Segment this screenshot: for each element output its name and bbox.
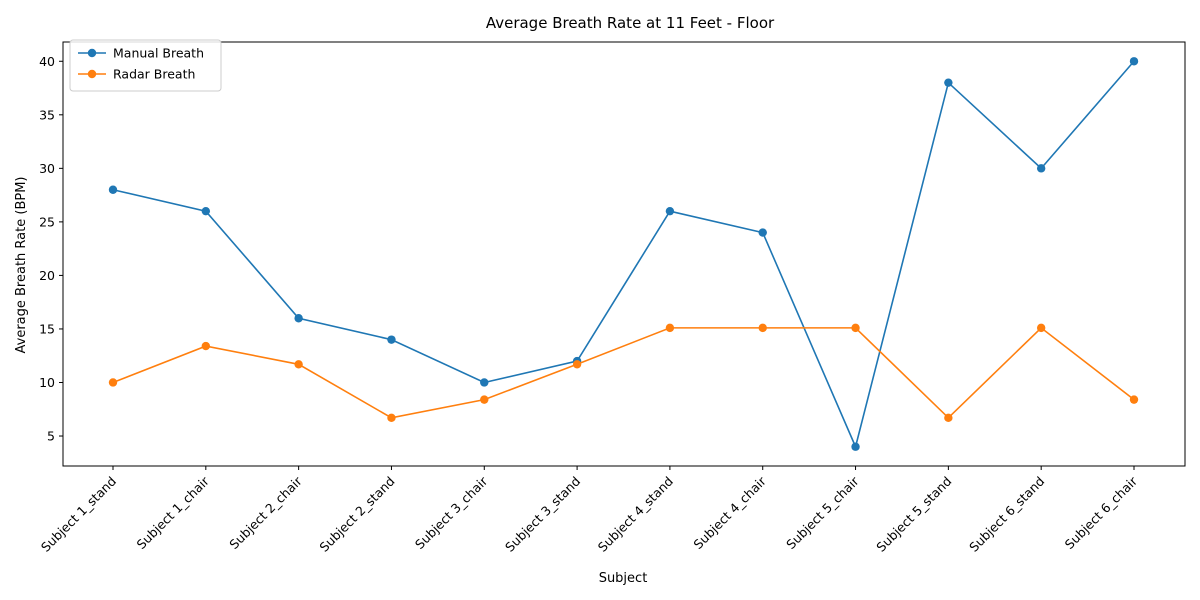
data-point (1129, 57, 1139, 66)
data-point (758, 323, 767, 333)
data-point (387, 335, 396, 344)
x-tick-label: Subject 2_stand (316, 474, 397, 555)
legend-entry: Radar Breath (113, 67, 195, 82)
x-tick-label: Subject 5_chair (783, 473, 862, 552)
y-axis-label: Average Breath Rate (BPM) (14, 177, 29, 354)
data-point (944, 413, 953, 423)
legend-entry: Manual Breath (113, 46, 204, 61)
series-2 (108, 323, 1139, 423)
x-tick-label: Subject 1_stand (38, 474, 119, 555)
x-tick-label: Subject 6_stand (966, 474, 1047, 555)
data-point (758, 228, 767, 237)
data-point (108, 185, 118, 194)
y-tick-label: 20 (39, 268, 55, 283)
data-point (572, 360, 582, 369)
x-tick-label: Subject 3_stand (502, 474, 583, 555)
data-point (294, 314, 303, 323)
x-axis-label: Subject (599, 571, 648, 586)
data-point (944, 78, 953, 87)
data-point (108, 378, 118, 387)
data-point (665, 206, 675, 216)
y-tick-label: 30 (39, 161, 55, 176)
data-point (294, 360, 303, 369)
data-point (387, 413, 396, 423)
data-point (851, 442, 860, 451)
x-tick-label: Subject 5_stand (873, 474, 954, 555)
data-point (1036, 323, 1046, 333)
data-point (851, 323, 860, 333)
data-point (480, 378, 489, 387)
x-tick-label: Subject 2_chair (226, 473, 305, 552)
series-line (112, 60, 1135, 450)
y-tick-label: 5 (47, 429, 55, 444)
series-line (112, 326, 1135, 419)
y-tick-label: 25 (39, 214, 55, 229)
plot-area (62, 41, 1186, 467)
x-tick-label: Subject 4_stand (595, 474, 676, 555)
data-point (201, 341, 211, 351)
chart-title: Average Breath Rate at 11 Feet - Floor (486, 14, 775, 32)
series-layer (108, 57, 1139, 451)
data-point (665, 323, 675, 333)
data-point (1036, 164, 1046, 173)
x-tick-label: Subject 3_chair (412, 473, 491, 552)
data-point (201, 206, 211, 216)
x-tick-label: Subject 6_chair (1062, 473, 1141, 552)
legend-box (69, 39, 222, 92)
y-tick-label: 40 (39, 54, 55, 69)
legend-marker (87, 48, 97, 58)
plot-frame (62, 41, 1186, 467)
y-tick-label: 35 (39, 107, 55, 122)
data-point (1129, 395, 1139, 404)
legend: Manual Breath Radar Breath (69, 39, 222, 92)
y-tick-label: 10 (39, 375, 55, 390)
x-tick-label: Subject 1_chair (133, 473, 212, 552)
legend-marker (87, 69, 97, 79)
y-tick-label: 15 (39, 321, 55, 336)
x-axis: Subject 1_stand Subject 1_chair Subject 2_… (38, 466, 1141, 555)
y-axis: 5 10 15 20 25 30 35 40 (39, 54, 63, 444)
data-point (480, 395, 489, 404)
x-tick-label: Subject 4_chair (690, 473, 769, 552)
